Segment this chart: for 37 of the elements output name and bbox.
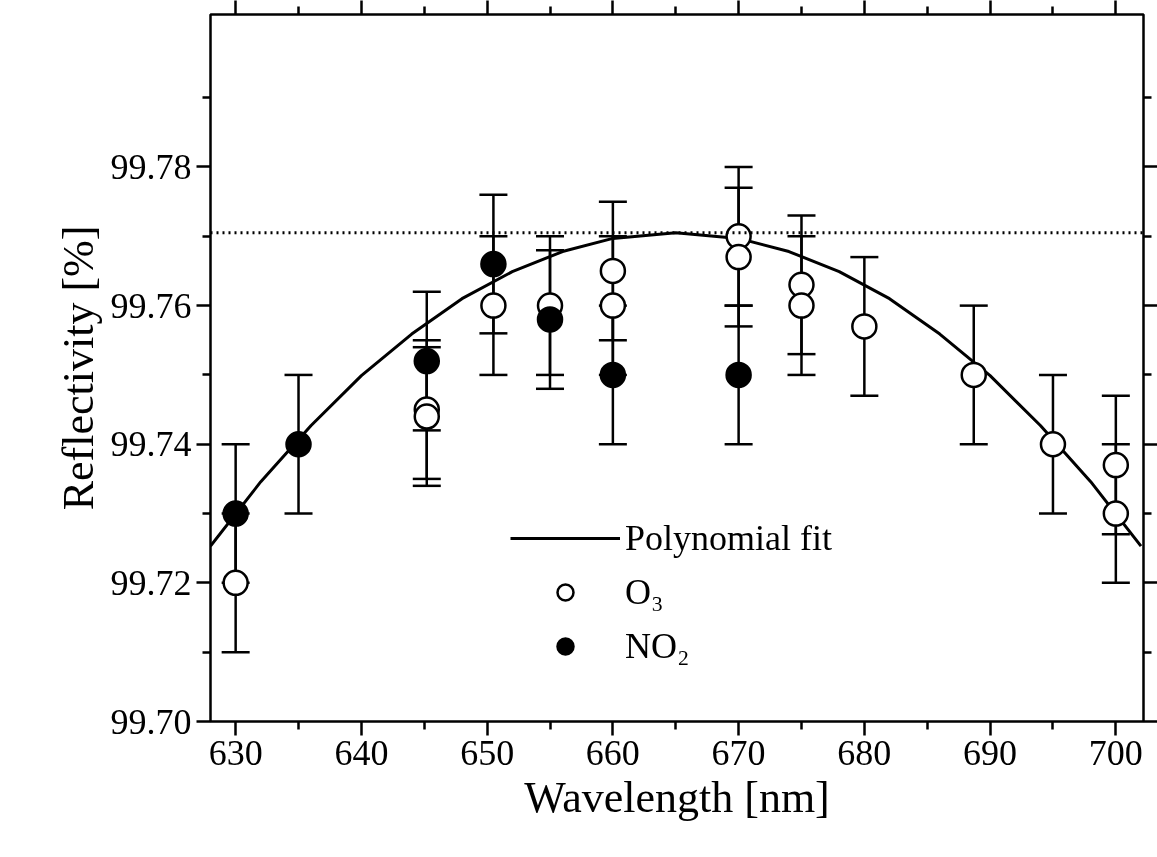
point bbox=[222, 500, 249, 527]
legend-label: NO₂ bbox=[625, 625, 690, 668]
y-tick-label: 99.70 bbox=[110, 701, 192, 742]
point bbox=[599, 292, 627, 319]
point bbox=[851, 313, 878, 340]
legend-label: Polynomial fit bbox=[625, 517, 832, 560]
point bbox=[413, 347, 441, 375]
y-tick-label: 99.78 bbox=[110, 146, 192, 187]
point bbox=[1102, 451, 1130, 479]
x-tick-label: 690 bbox=[963, 732, 1018, 773]
point bbox=[599, 257, 627, 285]
point bbox=[1039, 431, 1067, 458]
y-tick-label: 99.74 bbox=[110, 424, 192, 465]
point bbox=[413, 403, 441, 430]
legend-label: O₃ bbox=[625, 571, 664, 614]
point bbox=[222, 569, 249, 597]
x-tick-label: 630 bbox=[208, 732, 263, 773]
x-tick-label: 670 bbox=[711, 732, 766, 773]
x-axis-title: Wavelength [nm] bbox=[524, 772, 830, 822]
point bbox=[599, 361, 627, 389]
x-tick-label: 660 bbox=[585, 732, 640, 773]
point bbox=[788, 292, 815, 319]
x-tick-label: 640 bbox=[334, 732, 389, 773]
point bbox=[480, 292, 507, 319]
x-tick-label: 700 bbox=[1088, 732, 1143, 773]
point bbox=[480, 250, 507, 278]
y-axis-title: Reflectivity [%] bbox=[53, 225, 103, 511]
x-tick-label: 650 bbox=[460, 732, 515, 773]
point bbox=[725, 361, 752, 389]
x-tick-label: 680 bbox=[837, 732, 892, 773]
point bbox=[960, 361, 987, 389]
point bbox=[536, 306, 564, 333]
point bbox=[285, 431, 312, 458]
y-tick-label: 99.72 bbox=[110, 562, 192, 603]
point bbox=[725, 243, 752, 271]
point bbox=[1102, 500, 1130, 527]
y-tick-label: 99.76 bbox=[110, 285, 192, 326]
